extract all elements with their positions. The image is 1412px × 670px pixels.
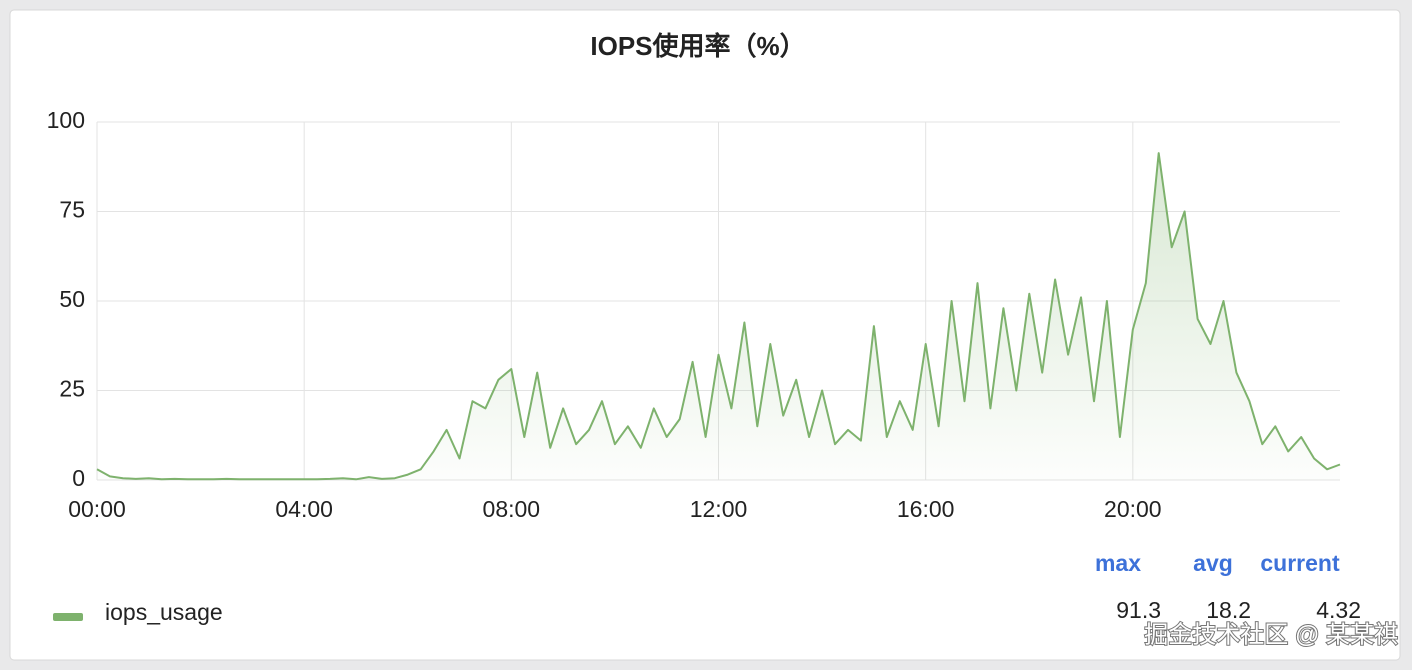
legend-value: 4.32 [1316,597,1361,623]
chart-title: IOPS使用率（%） [590,31,805,61]
x-tick-label: 00:00 [68,496,126,522]
legend-header: avg [1193,550,1233,576]
y-tick-label: 25 [59,376,85,402]
x-tick-label: 08:00 [483,496,541,522]
legend-header: max [1095,550,1141,576]
line [96,152,1341,481]
x-tick-label: 20:00 [1104,496,1162,522]
legend-header: current [1260,550,1340,576]
watermark: 掘金技术社区 @ 某某祺 [1144,621,1398,648]
legend-swatch [53,613,83,621]
legend-label[interactable]: iops_usage [105,599,223,625]
area [97,153,1340,480]
panel [9,9,1401,661]
x-tick-label: 04:00 [275,496,333,522]
y-tick-label: 50 [59,286,85,312]
legend-value: 91.3 [1116,597,1161,623]
x-tick-label: 16:00 [897,496,955,522]
x-tick-label: 12:00 [690,496,748,522]
y-tick-label: 0 [72,465,85,491]
y-tick-label: 100 [47,107,85,133]
y-tick-label: 75 [59,197,85,223]
legend-value: 18.2 [1206,597,1251,623]
